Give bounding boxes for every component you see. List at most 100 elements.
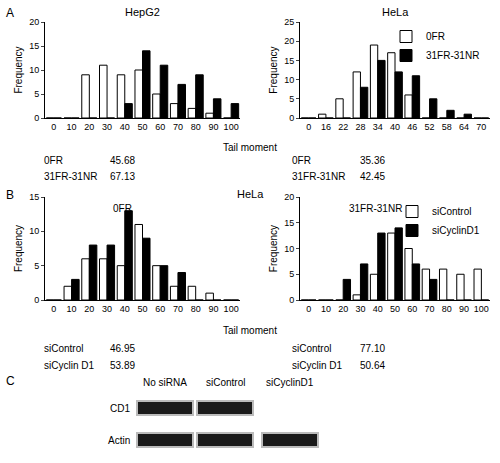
svg-text:60: 60 (155, 122, 165, 132)
svg-text:20: 20 (84, 122, 94, 132)
svg-text:70: 70 (173, 122, 183, 132)
svg-text:Frequency: Frequency (268, 46, 279, 93)
svg-text:0: 0 (289, 295, 294, 305)
svg-text:Frequency: Frequency (13, 46, 24, 93)
svg-text:0: 0 (51, 304, 56, 314)
svg-text:22: 22 (338, 122, 348, 132)
svg-text:10: 10 (67, 122, 77, 132)
svg-text:0: 0 (51, 122, 56, 132)
svg-text:100: 100 (224, 304, 239, 314)
svg-text:80: 80 (191, 304, 201, 314)
svg-text:50: 50 (390, 304, 400, 314)
svg-text:45.68: 45.68 (110, 155, 135, 166)
svg-text:60: 60 (407, 304, 417, 314)
svg-text:Frequency: Frequency (268, 225, 279, 272)
svg-text:50.64: 50.64 (360, 360, 385, 371)
svg-text:40: 40 (120, 122, 130, 132)
svg-text:77.10: 77.10 (360, 343, 385, 354)
svg-text:HeLa: HeLa (237, 188, 264, 200)
svg-text:0FR: 0FR (426, 31, 445, 42)
svg-text:A: A (6, 6, 14, 20)
svg-text:20: 20 (284, 36, 294, 46)
svg-text:52: 52 (425, 122, 435, 132)
svg-text:67.13: 67.13 (110, 171, 135, 182)
svg-text:0FR: 0FR (113, 203, 132, 214)
svg-text:siControl: siControl (432, 206, 471, 217)
svg-text:HeLa: HeLa (382, 6, 409, 18)
svg-text:CD1: CD1 (110, 403, 130, 414)
svg-text:0: 0 (34, 113, 39, 123)
svg-text:53.89: 53.89 (110, 360, 135, 371)
svg-text:20: 20 (84, 304, 94, 314)
svg-text:siCyclinD1: siCyclinD1 (432, 225, 480, 236)
svg-text:40: 40 (390, 122, 400, 132)
svg-text:28: 28 (355, 122, 365, 132)
svg-text:0: 0 (34, 295, 39, 305)
svg-text:90: 90 (459, 304, 469, 314)
svg-text:40: 40 (373, 304, 383, 314)
svg-text:Tail moment: Tail moment (223, 325, 277, 336)
svg-text:40: 40 (120, 304, 130, 314)
svg-text:0: 0 (306, 304, 311, 314)
svg-text:0: 0 (306, 122, 311, 132)
svg-text:5: 5 (289, 94, 294, 104)
svg-text:46: 46 (407, 122, 417, 132)
svg-text:70: 70 (476, 122, 486, 132)
svg-text:Actin: Actin (108, 435, 130, 446)
svg-text:20: 20 (284, 192, 294, 202)
svg-text:31FR-31NR: 31FR-31NR (349, 203, 402, 214)
svg-text:20: 20 (338, 304, 348, 314)
svg-text:15: 15 (29, 192, 39, 202)
svg-text:siCyclin D1: siCyclin D1 (292, 360, 342, 371)
svg-text:42.45: 42.45 (360, 171, 385, 182)
svg-text:15: 15 (284, 218, 294, 228)
svg-text:10: 10 (321, 304, 331, 314)
svg-text:16: 16 (321, 122, 331, 132)
svg-text:100: 100 (474, 304, 489, 314)
svg-text:siCyclinD1: siCyclinD1 (266, 377, 314, 388)
svg-text:46.95: 46.95 (110, 343, 135, 354)
svg-text:70: 70 (425, 304, 435, 314)
svg-text:58: 58 (442, 122, 452, 132)
svg-text:C: C (6, 374, 15, 388)
svg-text:0FR: 0FR (292, 155, 311, 166)
svg-text:HepG2: HepG2 (125, 6, 160, 18)
svg-text:31FR-31NR: 31FR-31NR (292, 171, 345, 182)
svg-text:10: 10 (284, 75, 294, 85)
svg-text:Tail moment: Tail moment (223, 142, 277, 153)
svg-text:0FR: 0FR (44, 155, 63, 166)
svg-text:10: 10 (284, 244, 294, 254)
svg-text:10: 10 (29, 226, 39, 236)
svg-text:30: 30 (355, 304, 365, 314)
svg-text:31FR-31NR: 31FR-31NR (426, 50, 479, 61)
svg-text:B: B (6, 188, 14, 202)
svg-text:10: 10 (29, 65, 39, 75)
svg-text:siControl: siControl (206, 377, 245, 388)
svg-text:90: 90 (208, 304, 218, 314)
svg-text:70: 70 (173, 304, 183, 314)
svg-text:25: 25 (284, 17, 294, 27)
svg-text:80: 80 (442, 304, 452, 314)
svg-text:50: 50 (137, 122, 147, 132)
svg-text:15: 15 (29, 41, 39, 51)
svg-text:50: 50 (137, 304, 147, 314)
svg-text:30: 30 (102, 122, 112, 132)
svg-text:5: 5 (289, 269, 294, 279)
svg-text:15: 15 (284, 56, 294, 66)
svg-text:34: 34 (373, 122, 383, 132)
svg-text:60: 60 (155, 304, 165, 314)
svg-text:35.36: 35.36 (360, 155, 385, 166)
svg-text:20: 20 (29, 17, 39, 27)
svg-text:90: 90 (208, 122, 218, 132)
svg-text:64: 64 (459, 122, 469, 132)
svg-text:30: 30 (102, 304, 112, 314)
svg-text:10: 10 (67, 304, 77, 314)
svg-text:siControl: siControl (44, 343, 83, 354)
svg-text:31FR-31NR: 31FR-31NR (44, 171, 97, 182)
svg-text:80: 80 (191, 122, 201, 132)
svg-text:100: 100 (224, 122, 239, 132)
svg-text:siCyclin D1: siCyclin D1 (44, 360, 94, 371)
svg-text:Frequency: Frequency (13, 225, 24, 272)
svg-text:5: 5 (34, 261, 39, 271)
svg-text:0: 0 (289, 113, 294, 123)
